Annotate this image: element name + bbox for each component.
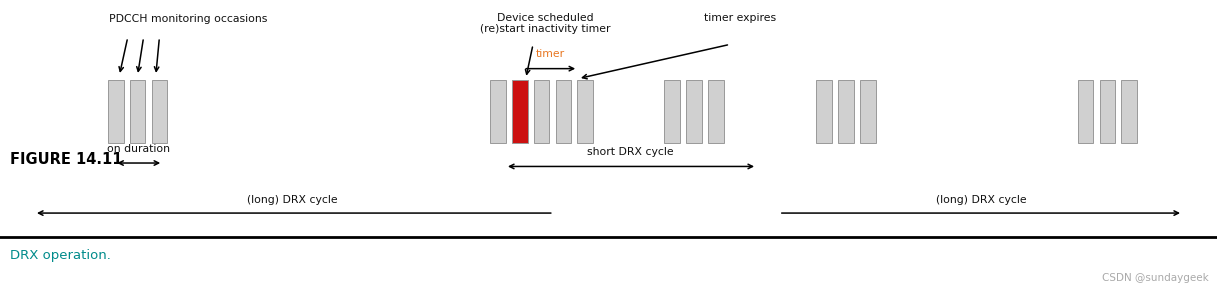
Text: DRX operation.: DRX operation. [10, 249, 111, 262]
Text: timer expires: timer expires [703, 13, 776, 23]
Text: (long) DRX cycle: (long) DRX cycle [247, 195, 337, 205]
Text: on duration: on duration [107, 144, 170, 154]
Text: timer: timer [535, 49, 565, 59]
Text: short DRX cycle: short DRX cycle [587, 147, 674, 157]
Bar [815, 80, 832, 143]
Bar [533, 80, 550, 143]
Bar [1122, 80, 1137, 143]
Text: Device scheduled
(re)start inactivity timer: Device scheduled (re)start inactivity ti… [479, 13, 611, 35]
Bar [511, 80, 528, 143]
Bar [107, 80, 124, 143]
Bar [577, 80, 594, 143]
Bar [1078, 80, 1093, 143]
Text: PDCCH monitoring occasions: PDCCH monitoring occasions [110, 14, 268, 24]
Text: FIGURE 14.11: FIGURE 14.11 [10, 152, 122, 166]
Bar [151, 80, 168, 143]
Bar [859, 80, 876, 143]
Bar [686, 80, 701, 143]
Bar [837, 80, 854, 143]
Text: (long) DRX cycle: (long) DRX cycle [936, 195, 1026, 205]
Bar [555, 80, 572, 143]
Bar [489, 80, 506, 143]
Text: CSDN @sundaygeek: CSDN @sundaygeek [1101, 273, 1208, 283]
Bar [664, 80, 679, 143]
Bar [708, 80, 723, 143]
Bar [1100, 80, 1115, 143]
Bar [129, 80, 146, 143]
